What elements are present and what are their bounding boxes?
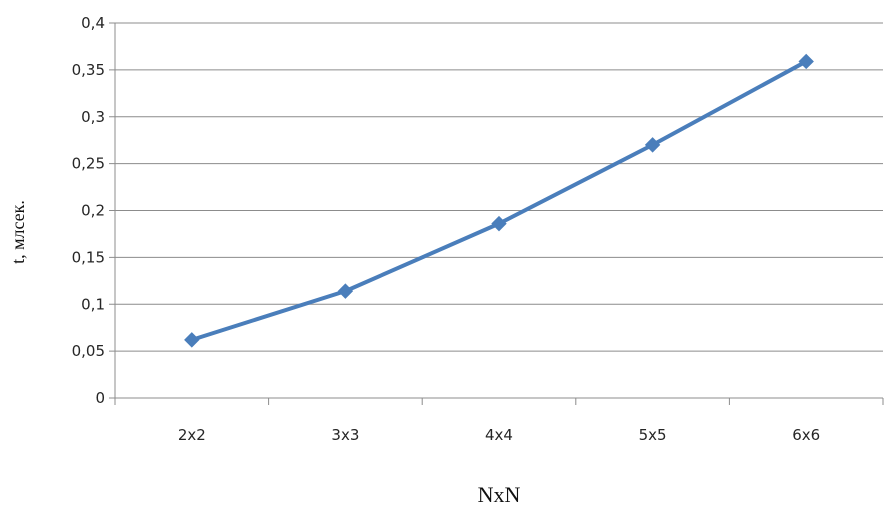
x-tick-labels: 2x2 3x3 4x4 5x5 6x6 [178, 426, 820, 444]
gridlines [115, 22, 883, 352]
x-tick-label: 2x2 [178, 426, 206, 444]
y-tick-label: 0,2 [81, 202, 105, 220]
y-tick-label: 0,3 [81, 108, 105, 126]
y-tick-label: 0,1 [81, 295, 105, 313]
x-tick-label: 4x4 [485, 426, 513, 444]
y-axis-title: t, млсек. [8, 200, 28, 264]
y-tick-label: 0,25 [72, 155, 105, 173]
y-tick-labels: 0 0,05 0,1 0,15 0,2 0,25 0,3 0,35 0,4 [72, 14, 105, 407]
axes [109, 22, 884, 405]
x-tick-label: 3x3 [331, 426, 359, 444]
series-line [189, 59, 809, 342]
x-axis-title: NxN [478, 482, 521, 507]
x-tick-label: 6x6 [792, 426, 820, 444]
data-point-marker [491, 215, 507, 232]
x-tick-label: 5x5 [639, 426, 667, 444]
y-tick-label: 0,35 [72, 61, 105, 79]
data-point-marker [798, 53, 814, 70]
data-point-marker [337, 283, 354, 299]
y-tick-label: 0,15 [72, 248, 105, 266]
data-point-marker [184, 332, 200, 348]
data-point-marker [644, 137, 661, 153]
y-tick-label: 0,4 [81, 14, 105, 32]
series-layer [184, 53, 814, 348]
y-tick-label: 0 [95, 389, 105, 407]
y-tick-label: 0,05 [72, 342, 105, 360]
